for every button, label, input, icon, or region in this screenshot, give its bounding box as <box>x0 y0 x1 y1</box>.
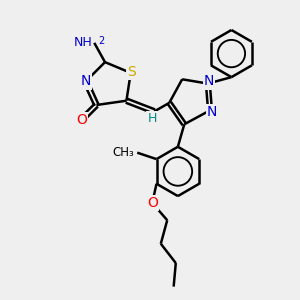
Text: 2: 2 <box>99 36 105 46</box>
Text: CH₃: CH₃ <box>112 146 134 159</box>
Text: S: S <box>128 65 136 79</box>
Text: N: N <box>80 74 91 88</box>
Text: H: H <box>148 112 157 125</box>
Text: O: O <box>76 113 87 127</box>
Text: N: N <box>207 106 217 119</box>
Text: N: N <box>204 74 214 88</box>
Text: O: O <box>147 196 158 210</box>
Text: NH: NH <box>74 36 92 50</box>
